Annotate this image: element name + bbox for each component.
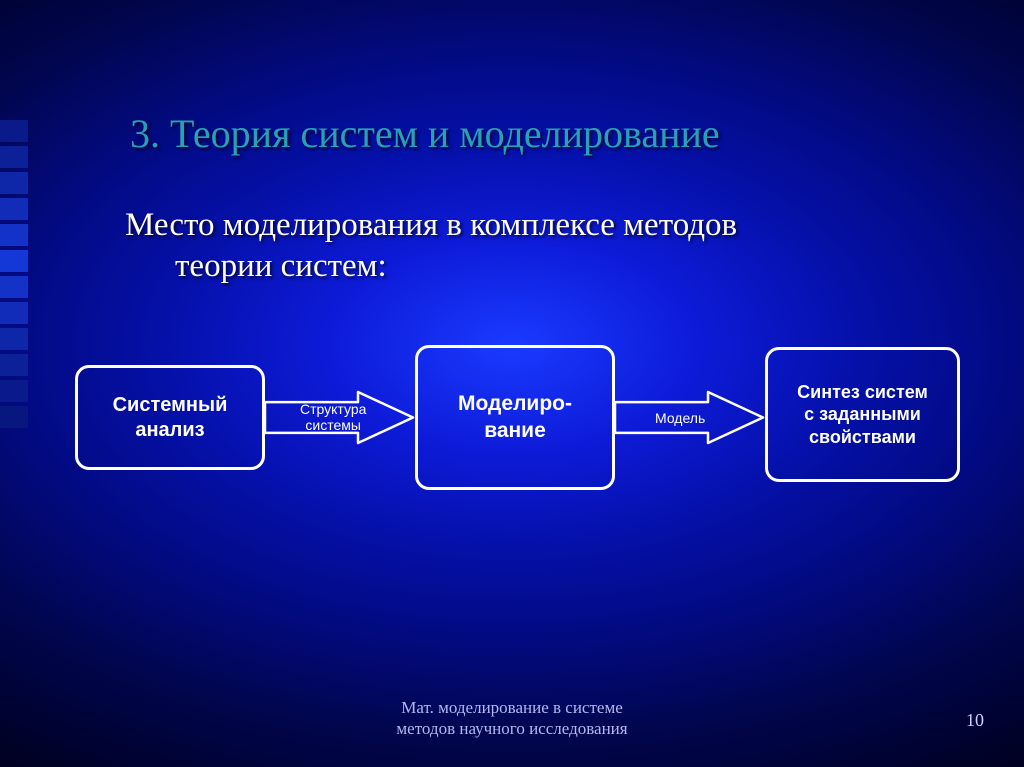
decor-square — [0, 120, 28, 142]
slide: 3. Теория систем и моделирование Место м… — [0, 0, 1024, 767]
flow-node-n3: Синтез системс заданнымисвойствами — [765, 347, 960, 482]
decor-square — [0, 224, 28, 246]
footer-line-2: методов научного исследования — [396, 719, 627, 738]
flow-node-n2: Моделиро-вание — [415, 345, 615, 490]
flow-arrow-label-a1: Структурасистемы — [300, 401, 366, 433]
decor-square — [0, 250, 28, 272]
flow-arrow-label-a2: Модель — [655, 410, 705, 426]
subtitle-line-2: теории систем: — [125, 246, 925, 287]
decor-square — [0, 172, 28, 194]
flow-node-n1: Системныйанализ — [75, 365, 265, 470]
slide-subtitle: Место моделирования в комплексе методов … — [125, 205, 925, 288]
decor-square — [0, 302, 28, 324]
flowchart: Системныйанализ Моделиро-вание Синтез сист… — [0, 335, 1024, 535]
subtitle-line-1: Место моделирования в комплексе методов — [125, 207, 737, 243]
page-number: 10 — [966, 710, 984, 731]
decor-square — [0, 198, 28, 220]
footer-text: Мат. моделирование в системе методов нау… — [0, 697, 1024, 740]
decor-square — [0, 276, 28, 298]
decor-square — [0, 146, 28, 168]
slide-title: 3. Теория систем и моделирование — [130, 110, 720, 157]
footer-line-1: Мат. моделирование в системе — [401, 698, 623, 717]
